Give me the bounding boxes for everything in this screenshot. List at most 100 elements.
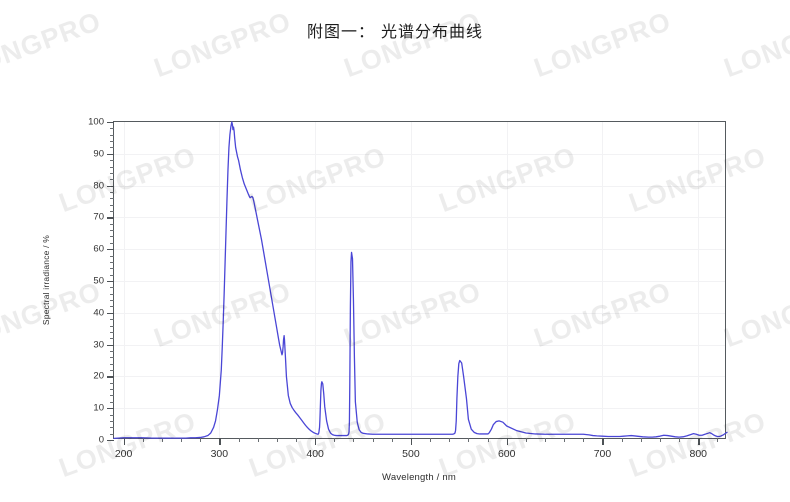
grid-line-vertical <box>123 122 125 438</box>
y-axis-tick-minor <box>110 147 114 149</box>
x-axis-tick-label: 600 <box>497 448 516 460</box>
y-axis-tick-label: 20 <box>93 370 104 382</box>
y-axis-tick-minor <box>110 236 114 238</box>
y-axis-tick-minor <box>110 160 114 162</box>
y-axis-tick-minor <box>110 370 114 372</box>
x-axis-tick-minor <box>238 438 240 442</box>
x-axis-tick-minor <box>487 438 489 442</box>
x-axis-tick-minor <box>295 438 297 442</box>
x-axis-tick-minor <box>621 438 623 442</box>
spectrum-curve <box>113 121 728 440</box>
y-axis-title: Spectral irradiance / % <box>41 234 51 326</box>
y-axis-tick-label: 10 <box>93 402 104 414</box>
y-axis-tick-minor <box>110 414 114 416</box>
x-axis-tick-minor <box>564 438 566 442</box>
y-axis-tick-minor <box>110 357 114 359</box>
x-axis-tick-minor <box>257 438 259 442</box>
y-axis-tick-label: 0 <box>98 434 104 446</box>
x-axis-tick-minor <box>161 438 163 442</box>
y-axis-tick-minor <box>110 179 114 181</box>
x-axis-tick-minor <box>640 438 642 442</box>
y-axis-tick-minor <box>110 306 114 308</box>
y-axis-tick-minor <box>110 300 114 302</box>
x-axis-tick-minor <box>200 438 202 442</box>
y-axis-tick-minor <box>110 325 114 327</box>
x-axis-tick-minor <box>717 438 719 442</box>
y-axis-tick-minor <box>110 242 114 244</box>
grid-line-horizontal <box>114 217 725 219</box>
y-axis-tick-label: 50 <box>93 275 104 287</box>
y-axis-tick-minor <box>110 338 114 340</box>
x-axis-tick-minor <box>659 438 661 442</box>
y-axis-tick-major <box>107 408 114 410</box>
grid-line-horizontal <box>114 312 725 314</box>
y-axis-tick-major <box>107 153 114 156</box>
x-axis-tick-major <box>410 438 413 445</box>
y-axis-tick-minor <box>110 191 114 193</box>
x-axis-tick-major <box>602 438 604 445</box>
x-axis-tick-major <box>315 438 317 445</box>
y-axis-tick-minor <box>110 389 114 391</box>
grid-line-horizontal <box>114 344 725 346</box>
y-axis-tick-minor <box>110 141 114 143</box>
grid-line-vertical <box>219 122 221 438</box>
x-axis-tick-minor <box>334 438 336 442</box>
x-axis-tick-minor <box>449 438 451 442</box>
grid-line-vertical <box>410 122 412 438</box>
y-axis-tick-minor <box>110 204 114 206</box>
y-axis-tick-minor <box>110 427 114 429</box>
x-axis-title: Wavelength / nm <box>382 472 456 483</box>
grid-layer <box>114 122 725 438</box>
x-axis-tick-label: 800 <box>689 448 708 460</box>
y-axis-tick-major <box>107 312 114 315</box>
x-axis-tick-label: 300 <box>210 448 229 460</box>
y-axis-tick-minor <box>110 382 114 384</box>
y-axis-tick-minor <box>110 420 114 422</box>
x-axis-tick-minor <box>353 438 355 442</box>
y-axis-tick-minor <box>110 128 114 130</box>
y-axis-tick-minor <box>110 198 114 200</box>
y-axis-tick-major <box>107 249 114 251</box>
y-axis-tick-minor <box>110 223 114 225</box>
y-axis-tick-minor <box>110 319 114 321</box>
y-axis-tick-major <box>107 440 114 442</box>
y-axis-tick-label: 70 <box>93 211 104 223</box>
y-axis-tick-minor <box>110 401 114 403</box>
grid-line-horizontal <box>114 408 725 410</box>
grid-line-vertical <box>698 122 700 438</box>
y-axis-tick-major <box>107 217 114 219</box>
y-axis-tick-minor <box>110 166 114 168</box>
y-axis-tick-label: 90 <box>93 148 104 160</box>
x-axis-tick-minor <box>391 438 393 442</box>
y-axis-tick-minor <box>110 363 114 365</box>
y-axis-tick-label: 80 <box>93 180 104 192</box>
x-axis-tick-major <box>506 438 508 445</box>
y-axis-tick-minor <box>110 350 114 352</box>
y-axis-tick-major <box>107 376 114 378</box>
x-axis-tick-minor <box>583 438 585 442</box>
grid-line-horizontal <box>114 185 725 187</box>
grid-line-vertical <box>602 122 604 438</box>
grid-line-horizontal <box>114 376 725 378</box>
x-axis-tick-minor <box>430 438 432 442</box>
grid-line-vertical <box>315 122 317 438</box>
y-axis-tick-minor <box>110 331 114 333</box>
y-axis-tick-minor <box>110 433 114 435</box>
y-axis-tick-major <box>107 185 114 187</box>
x-axis-tick-minor <box>142 438 144 442</box>
x-axis-tick-major <box>123 438 125 445</box>
x-axis-tick-minor <box>468 438 470 442</box>
x-axis-tick-label: 500 <box>402 448 420 460</box>
y-axis-tick-minor <box>110 268 114 270</box>
plot-area: 0 10 20 30 40 50 60 70 80 90 100 200 300 400 500 600 700… <box>88 117 728 460</box>
y-axis-tick-minor <box>110 261 114 263</box>
y-axis-tick-minor <box>110 134 114 136</box>
x-axis-tick-minor <box>181 438 183 442</box>
y-axis-tick-minor <box>110 287 114 289</box>
grid-line-horizontal <box>114 281 725 282</box>
y-axis-tick-major <box>107 281 114 283</box>
y-axis-tick-major <box>107 122 114 124</box>
grid-line-horizontal <box>114 153 725 155</box>
